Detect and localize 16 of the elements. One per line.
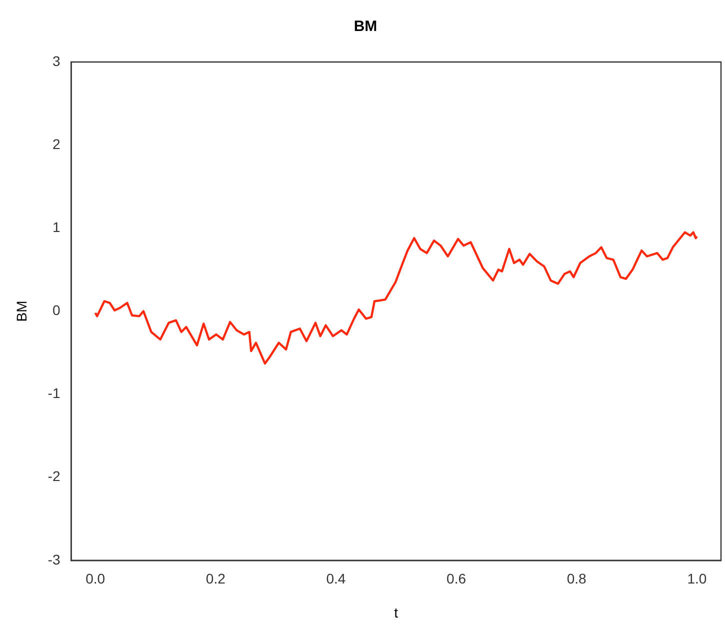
y-tick-label: 2 — [52, 136, 60, 152]
y-axis-title: BM — [13, 300, 30, 322]
y-tick-label: -2 — [48, 468, 60, 484]
y-tick-label: -3 — [48, 551, 60, 568]
chart-title: BM — [354, 18, 378, 36]
x-tick-label: 0.4 — [326, 570, 346, 587]
y-tick-label: 3 — [52, 52, 60, 69]
x-tick-label: 0.0 — [86, 570, 106, 587]
x-axis-title: t — [394, 604, 398, 620]
y-tick-label: 0 — [52, 302, 60, 318]
y-tick-label: 1 — [52, 218, 60, 235]
x-tick-label: 0.8 — [566, 570, 587, 587]
x-tick-label: 0.6 — [446, 570, 466, 587]
x-tick-label: 0.2 — [206, 570, 226, 587]
x-tick-label: 1.0 — [687, 570, 707, 587]
y-tick-label: -1 — [48, 385, 60, 402]
